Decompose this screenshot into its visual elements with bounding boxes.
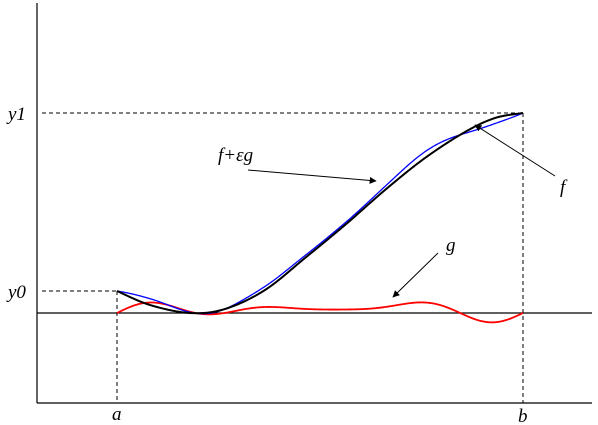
g-label: g xyxy=(446,235,456,256)
g-arrow xyxy=(392,252,439,298)
f-curve xyxy=(116,112,524,315)
y0-label: y0 xyxy=(6,282,26,303)
f-label: f xyxy=(560,177,568,198)
f-plus-eps-g-arrow xyxy=(247,169,377,184)
f-arrow xyxy=(474,124,556,177)
f-plus-eps-g-label: f+εg xyxy=(218,145,253,166)
b-label: b xyxy=(518,406,528,425)
a-label: a xyxy=(112,404,122,425)
y1-label: y1 xyxy=(6,104,26,125)
f-plus-eps-g-curve xyxy=(116,112,524,315)
